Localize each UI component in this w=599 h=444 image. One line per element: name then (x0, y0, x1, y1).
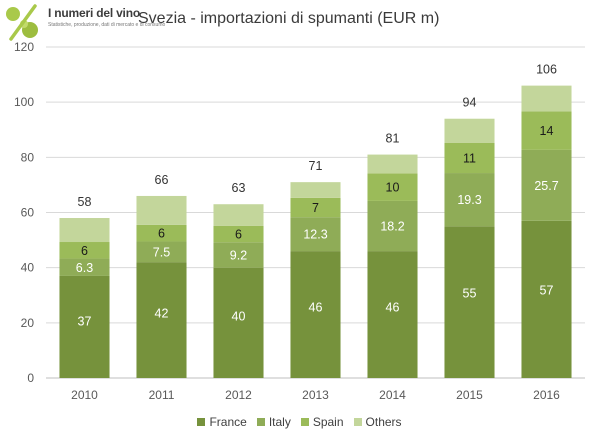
data-label-italy: 6.3 (76, 261, 93, 275)
data-label-france: 46 (386, 300, 400, 314)
legend-item-others: Others (353, 415, 402, 429)
logo: I numeri del vino Statistiche, produzion… (0, 0, 165, 44)
bar-segment-spain (213, 225, 264, 243)
bar-segment-spain (521, 111, 572, 150)
x-tick-label: 2014 (379, 388, 406, 402)
legend-item-spain: Spain (300, 415, 344, 429)
legend-item-italy: Italy (256, 415, 291, 429)
legend-label: Italy (268, 415, 291, 429)
chart-title: Svezia - importazioni di spumanti (EUR m… (138, 10, 440, 27)
data-label-spain: 11 (463, 151, 476, 165)
bar-segment-france (444, 226, 495, 378)
bar-segment-others (213, 204, 264, 226)
y-tick-label: 100 (14, 95, 34, 109)
bar-segment-italy (521, 149, 572, 221)
data-label-france: 57 (540, 283, 554, 297)
bar-segment-italy (59, 258, 110, 276)
total-label: 94 (463, 96, 477, 110)
bar-segment-france (213, 267, 264, 378)
data-label-italy: 7.5 (153, 245, 170, 259)
y-axis-ticks: 0 20 40 60 80 100 120 (14, 40, 34, 385)
y-tick-label: 0 (27, 371, 34, 385)
bar-segment-italy (213, 242, 264, 268)
legend-label: Others (365, 415, 402, 429)
data-label-spain: 6 (235, 228, 242, 242)
bar-segment-italy (367, 200, 418, 252)
logo-subtitle: Statistiche, produzione, dati di mercato… (48, 22, 166, 28)
legend-label: Spain (312, 415, 344, 429)
data-label-spain: 14 (540, 124, 554, 138)
data-label-spain: 6 (81, 244, 88, 258)
bar-segment-france (367, 251, 418, 378)
logo-percent-grape-icon (6, 4, 38, 41)
x-axis-ticks: 2010 2011 2012 2013 2014 2015 2016 (71, 388, 560, 402)
legend-label: France (209, 415, 247, 429)
bar-segment-italy (290, 217, 341, 252)
data-label-france: 42 (155, 307, 169, 321)
data-label-italy: 9.2 (230, 248, 247, 262)
bar-segment-others (521, 85, 572, 112)
y-tick-label: 20 (21, 316, 35, 330)
x-tick-label: 2011 (149, 388, 175, 402)
bar-segment-others (444, 118, 495, 143)
legend-swatch (353, 418, 362, 426)
bar-segment-italy (136, 241, 187, 263)
legend-swatch (300, 418, 309, 426)
y-tick-label: 60 (21, 206, 35, 220)
bar-segment-others (290, 182, 341, 198)
bar-segment-france (59, 275, 110, 378)
y-tick-label: 40 (21, 261, 35, 275)
data-label-spain: 6 (158, 227, 165, 241)
x-tick-label: 2015 (456, 388, 483, 402)
legend-item-france: France (197, 415, 247, 429)
bar-segment-spain (367, 173, 418, 201)
x-tick-label: 2016 (533, 388, 560, 402)
data-label-italy: 19.3 (457, 193, 481, 207)
data-label-france: 40 (232, 310, 246, 324)
total-label: 66 (155, 173, 169, 187)
y-tick-label: 80 (21, 150, 35, 164)
logo-title: I numeri del vino (48, 6, 140, 20)
data-labels: 376.3658427.5666409.26634612.37714618.21… (76, 63, 559, 329)
bar-segment-spain (290, 197, 341, 218)
bar-segment-france (521, 220, 572, 378)
bar-segment-spain (444, 142, 495, 174)
bar-segment-others (59, 218, 110, 243)
legend-swatch (197, 418, 206, 426)
bar-segment-spain (59, 242, 110, 259)
data-label-italy: 12.3 (303, 228, 327, 242)
data-label-italy: 25.7 (534, 179, 558, 193)
total-label: 63 (232, 181, 246, 195)
legend: France Italy Spain Others (0, 415, 599, 429)
bar-segment-france (290, 251, 341, 378)
x-tick-label: 2013 (302, 388, 329, 402)
total-label: 106 (536, 63, 557, 77)
bar-segment-italy (444, 173, 495, 227)
total-label: 58 (78, 195, 92, 209)
bar-segment-spain (136, 224, 187, 242)
data-label-spain: 7 (312, 201, 319, 215)
bar-segment-others (367, 154, 418, 174)
total-label: 71 (309, 159, 323, 173)
legend-swatch (256, 418, 265, 426)
data-label-france: 37 (78, 314, 92, 328)
data-label-france: 55 (463, 287, 477, 301)
data-label-spain: 10 (386, 181, 400, 195)
bar-segment-others (136, 195, 187, 225)
data-label-france: 46 (309, 300, 323, 314)
x-tick-label: 2012 (225, 388, 252, 402)
y-tick-label: 120 (14, 40, 34, 54)
bars (59, 85, 572, 378)
x-tick-label: 2010 (71, 388, 98, 402)
total-label: 81 (386, 132, 400, 146)
bar-segment-france (136, 262, 187, 378)
data-label-italy: 18.2 (380, 220, 404, 234)
